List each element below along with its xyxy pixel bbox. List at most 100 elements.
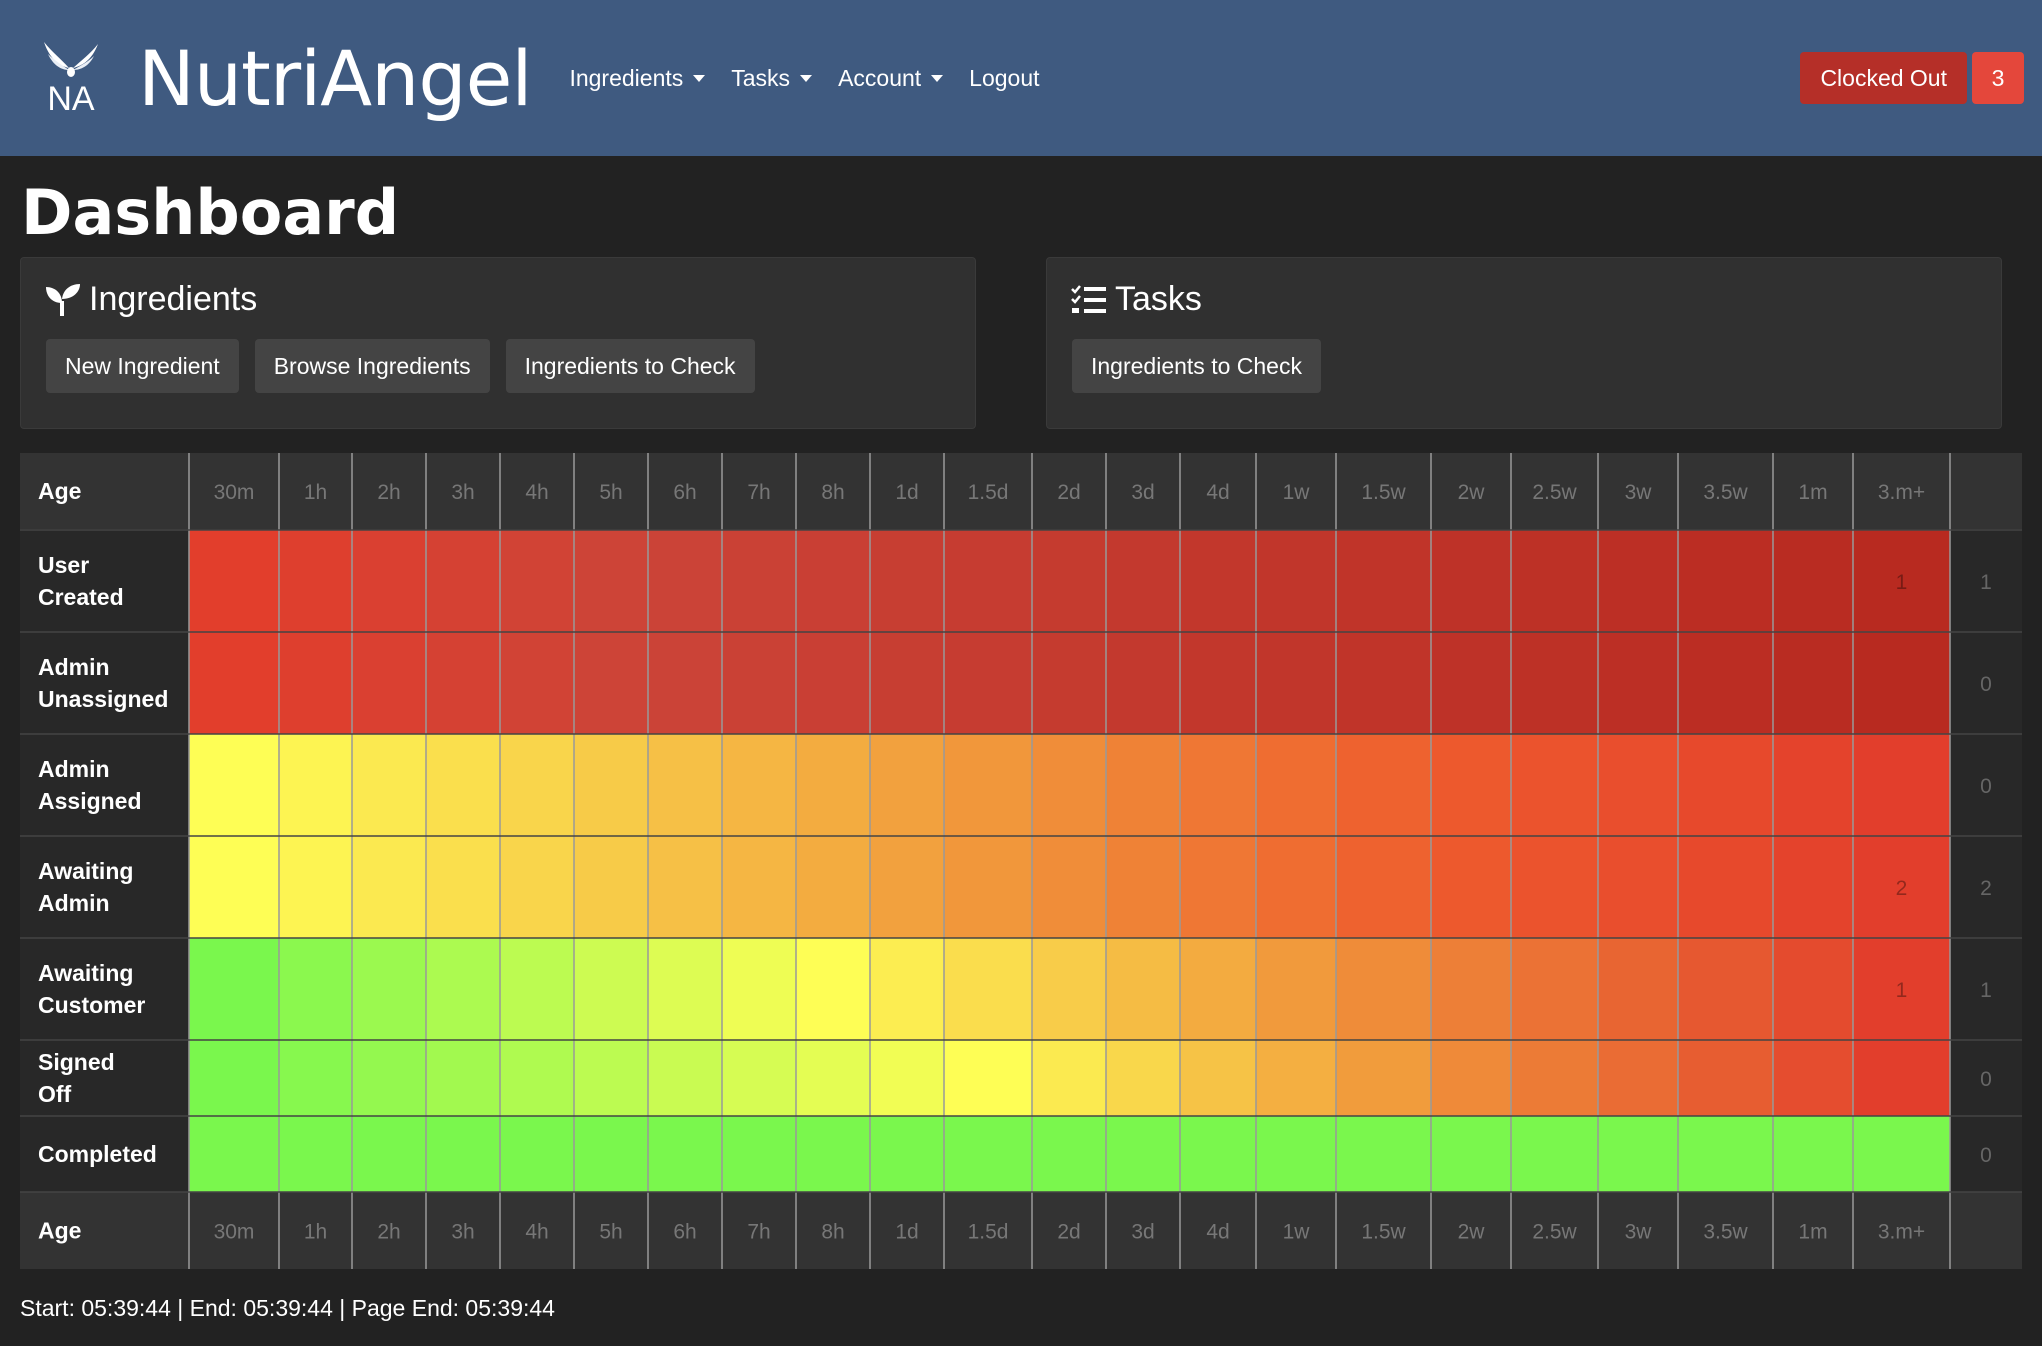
heatmap-cell[interactable]	[426, 938, 500, 1040]
nav-ingredients[interactable]: Ingredients	[569, 65, 706, 92]
heatmap-cell[interactable]	[796, 530, 870, 632]
heatmap-cell[interactable]	[1598, 632, 1678, 734]
heatmap-cell[interactable]	[1598, 734, 1678, 836]
heatmap-cell[interactable]	[1853, 530, 1950, 632]
heatmap-cell[interactable]	[1431, 938, 1511, 1040]
heatmap-cell[interactable]	[500, 530, 574, 632]
heatmap-cell[interactable]	[870, 530, 944, 632]
heatmap-cell[interactable]	[1678, 1116, 1773, 1192]
heatmap-cell[interactable]	[722, 632, 796, 734]
heatmap-cell[interactable]	[1511, 938, 1598, 1040]
heatmap-cell[interactable]	[1511, 530, 1598, 632]
heatmap-cell[interactable]	[1431, 530, 1511, 632]
heatmap-cell[interactable]	[1431, 1116, 1511, 1192]
heatmap-cell[interactable]	[1180, 836, 1256, 938]
heatmap-cell[interactable]	[1256, 1040, 1336, 1116]
heatmap-cell[interactable]	[352, 836, 426, 938]
heatmap-cell[interactable]	[574, 1040, 648, 1116]
heatmap-cell[interactable]	[1853, 632, 1950, 734]
heatmap-cell[interactable]	[870, 1040, 944, 1116]
heatmap-cell[interactable]	[1511, 836, 1598, 938]
heatmap-cell[interactable]	[574, 1116, 648, 1192]
heatmap-cell[interactable]	[870, 734, 944, 836]
heatmap-cell[interactable]	[722, 938, 796, 1040]
heatmap-cell[interactable]	[1773, 938, 1853, 1040]
heatmap-cell[interactable]	[426, 1040, 500, 1116]
heatmap-cell[interactable]	[944, 632, 1032, 734]
heatmap-cell[interactable]	[722, 734, 796, 836]
heatmap-cell[interactable]	[870, 938, 944, 1040]
heatmap-cell[interactable]	[1336, 1040, 1431, 1116]
heatmap-cell[interactable]	[574, 632, 648, 734]
heatmap-cell[interactable]	[648, 836, 722, 938]
nav-logout[interactable]: Logout	[969, 65, 1039, 92]
ingredients-to-check-button[interactable]: Ingredients to Check	[505, 339, 755, 393]
heatmap-cell[interactable]	[352, 938, 426, 1040]
clock-status-button[interactable]: Clocked Out	[1800, 52, 1967, 104]
heatmap-cell[interactable]	[500, 836, 574, 938]
heatmap-cell[interactable]	[1853, 734, 1950, 836]
heatmap-cell[interactable]	[1773, 632, 1853, 734]
heatmap-cell[interactable]	[1336, 632, 1431, 734]
heatmap-cell[interactable]	[574, 530, 648, 632]
heatmap-cell[interactable]	[1678, 836, 1773, 938]
heatmap-cell[interactable]	[796, 632, 870, 734]
heatmap-cell[interactable]	[500, 632, 574, 734]
heatmap-cell[interactable]	[1336, 530, 1431, 632]
heatmap-cell[interactable]	[279, 632, 352, 734]
heatmap-cell[interactable]	[352, 1116, 426, 1192]
heatmap-cell[interactable]	[648, 1116, 722, 1192]
heatmap-cell[interactable]	[1678, 734, 1773, 836]
heatmap-cell[interactable]	[1032, 836, 1106, 938]
heatmap-cell[interactable]	[189, 1040, 279, 1116]
heatmap-cell[interactable]	[944, 734, 1032, 836]
heatmap-cell[interactable]	[1431, 632, 1511, 734]
heatmap-cell[interactable]	[1256, 530, 1336, 632]
heatmap-cell[interactable]	[1853, 1040, 1950, 1116]
heatmap-cell[interactable]	[1256, 734, 1336, 836]
heatmap-cell[interactable]	[1431, 836, 1511, 938]
heatmap-cell[interactable]	[1032, 1116, 1106, 1192]
heatmap-cell[interactable]	[796, 836, 870, 938]
heatmap-cell[interactable]	[1032, 734, 1106, 836]
heatmap-cell[interactable]	[796, 734, 870, 836]
heatmap-cell[interactable]	[648, 1040, 722, 1116]
heatmap-cell[interactable]	[1678, 1040, 1773, 1116]
heatmap-cell[interactable]	[1598, 1040, 1678, 1116]
heatmap-cell[interactable]	[1106, 836, 1180, 938]
heatmap-cell[interactable]	[426, 836, 500, 938]
heatmap-cell[interactable]	[796, 938, 870, 1040]
heatmap-cell[interactable]	[279, 1040, 352, 1116]
heatmap-cell[interactable]	[1180, 530, 1256, 632]
heatmap-cell[interactable]	[189, 938, 279, 1040]
nav-tasks[interactable]: Tasks	[731, 65, 813, 92]
heatmap-cell[interactable]	[1511, 1116, 1598, 1192]
browse-ingredients-button[interactable]: Browse Ingredients	[254, 339, 490, 393]
heatmap-cell[interactable]	[648, 632, 722, 734]
heatmap-cell[interactable]	[189, 632, 279, 734]
heatmap-cell[interactable]	[1773, 1116, 1853, 1192]
heatmap-cell[interactable]	[1180, 938, 1256, 1040]
heatmap-cell[interactable]	[279, 1116, 352, 1192]
heatmap-cell[interactable]	[352, 734, 426, 836]
heatmap-cell[interactable]	[1180, 632, 1256, 734]
heatmap-cell[interactable]	[1853, 1116, 1950, 1192]
heatmap-cell[interactable]	[189, 836, 279, 938]
heatmap-cell[interactable]	[1853, 836, 1950, 938]
heatmap-cell[interactable]	[796, 1040, 870, 1116]
heatmap-cell[interactable]	[279, 938, 352, 1040]
heatmap-cell[interactable]	[870, 1116, 944, 1192]
heatmap-cell[interactable]	[1180, 1116, 1256, 1192]
heatmap-cell[interactable]	[648, 938, 722, 1040]
heatmap-cell[interactable]	[1106, 530, 1180, 632]
heatmap-cell[interactable]	[1032, 1040, 1106, 1116]
clock-count-badge[interactable]: 3	[1972, 52, 2024, 104]
heatmap-cell[interactable]	[870, 836, 944, 938]
heatmap-cell[interactable]	[500, 734, 574, 836]
heatmap-cell[interactable]	[1773, 836, 1853, 938]
heatmap-cell[interactable]	[1678, 530, 1773, 632]
heatmap-cell[interactable]	[1106, 734, 1180, 836]
heatmap-cell[interactable]	[574, 734, 648, 836]
heatmap-cell[interactable]	[1106, 938, 1180, 1040]
heatmap-cell[interactable]	[796, 1116, 870, 1192]
